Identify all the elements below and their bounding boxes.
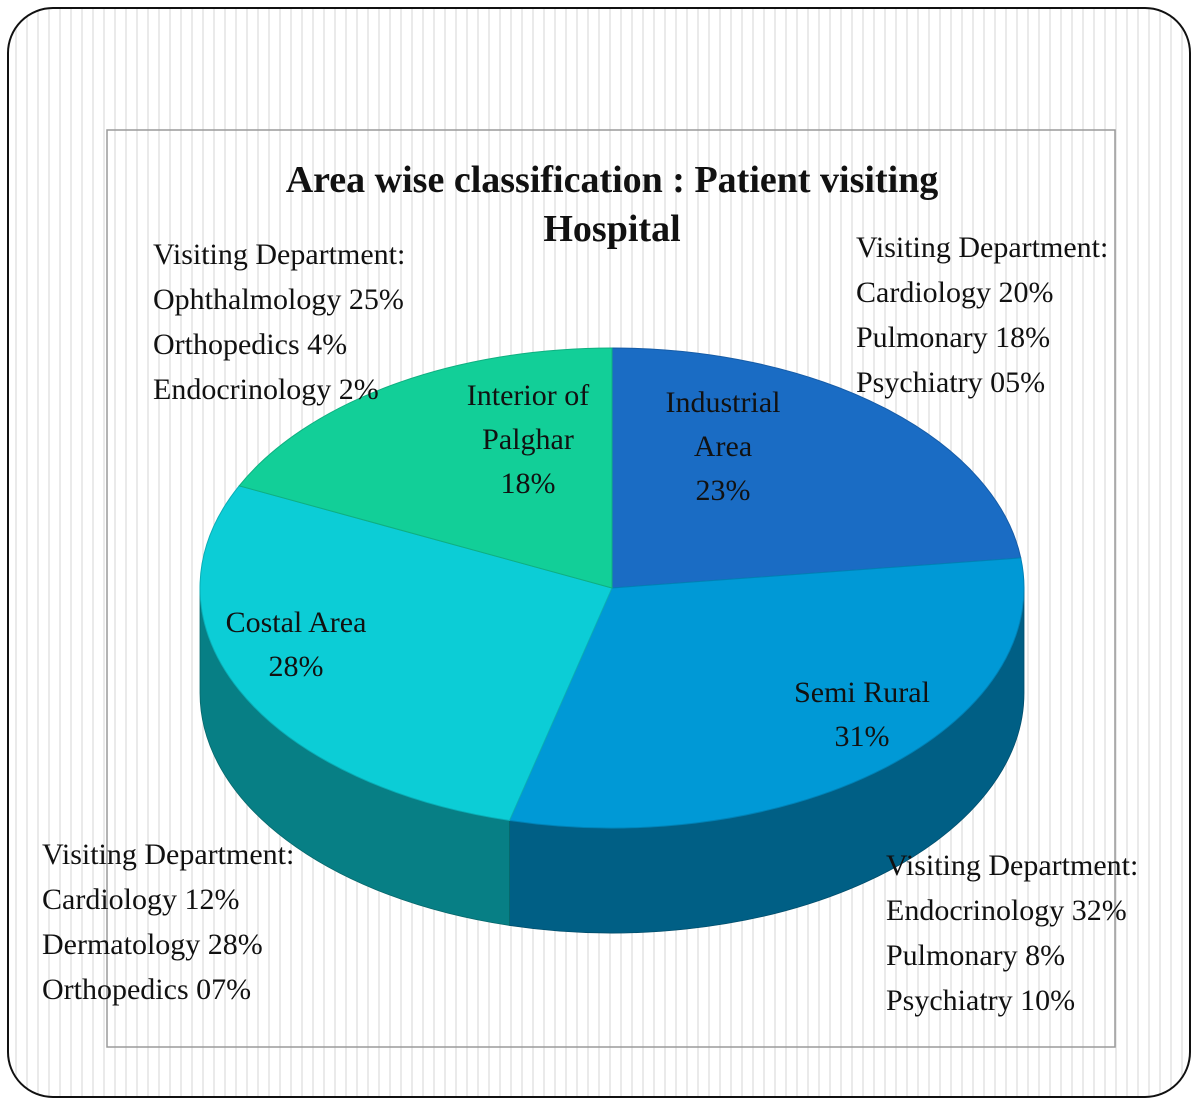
annotation-title: Visiting Department:	[856, 231, 1109, 264]
pie	[199, 347, 1025, 934]
annotation-item: Endocrinology 32%	[886, 894, 1127, 927]
annotation-item: Ophthalmology 25%	[153, 283, 404, 316]
value-label: 23%	[695, 474, 751, 507]
slice-label: Interior of Palghar 18%	[453, 374, 603, 506]
slice	[238, 347, 613, 589]
slice	[508, 557, 1025, 829]
annotation-item: Pulmonary 18%	[856, 321, 1051, 354]
annotation-item: Cardiology 20%	[856, 276, 1054, 309]
annotation: Visiting Department: Ophthalmology 25% Ort…	[153, 232, 405, 412]
category-label: Interior of Palghar	[466, 379, 590, 456]
slice	[611, 347, 1022, 589]
annotation-title: Visiting Department:	[886, 849, 1139, 882]
slice-label: Costal Area 28%	[186, 601, 406, 689]
annotation-title: Visiting Department:	[42, 838, 295, 871]
slice	[199, 485, 613, 822]
chart-title: Area wise classification : Patient visit…	[285, 159, 939, 250]
annotation-item: Cardiology 12%	[42, 883, 240, 916]
annotation-item: Endocrinology 2%	[153, 373, 379, 406]
category-label: Costal Area	[225, 606, 367, 639]
slice-label: Industrial Area 23%	[653, 381, 793, 513]
value-label: 28%	[268, 650, 324, 683]
annotation-item: Dermatology 28%	[42, 928, 263, 961]
annotation-title: Visiting Department:	[153, 238, 406, 271]
annotation-item: Orthopedics 4%	[153, 328, 348, 361]
plot-box	[106, 129, 1116, 1048]
category-label: Industrial Area	[665, 386, 781, 463]
annotation: Visiting Department: Cardiology 20% Pulmon…	[856, 225, 1108, 405]
annotation-item: Orthopedics 07%	[42, 973, 252, 1006]
slice-label: Semi Rural 31%	[752, 671, 972, 759]
annotation: Visiting Department: Endocrinology 32% Pul…	[886, 843, 1138, 1023]
annotation-item: Psychiatry 10%	[886, 984, 1076, 1017]
annotation: Visiting Department: Cardiology 12% Dermat…	[42, 832, 294, 1012]
annotation-item: Pulmonary 8%	[886, 939, 1066, 972]
value-label: 31%	[834, 720, 890, 753]
category-label: Semi Rural	[794, 676, 930, 709]
value-label: 18%	[500, 467, 556, 500]
annotation-item: Psychiatry 05%	[856, 366, 1046, 399]
